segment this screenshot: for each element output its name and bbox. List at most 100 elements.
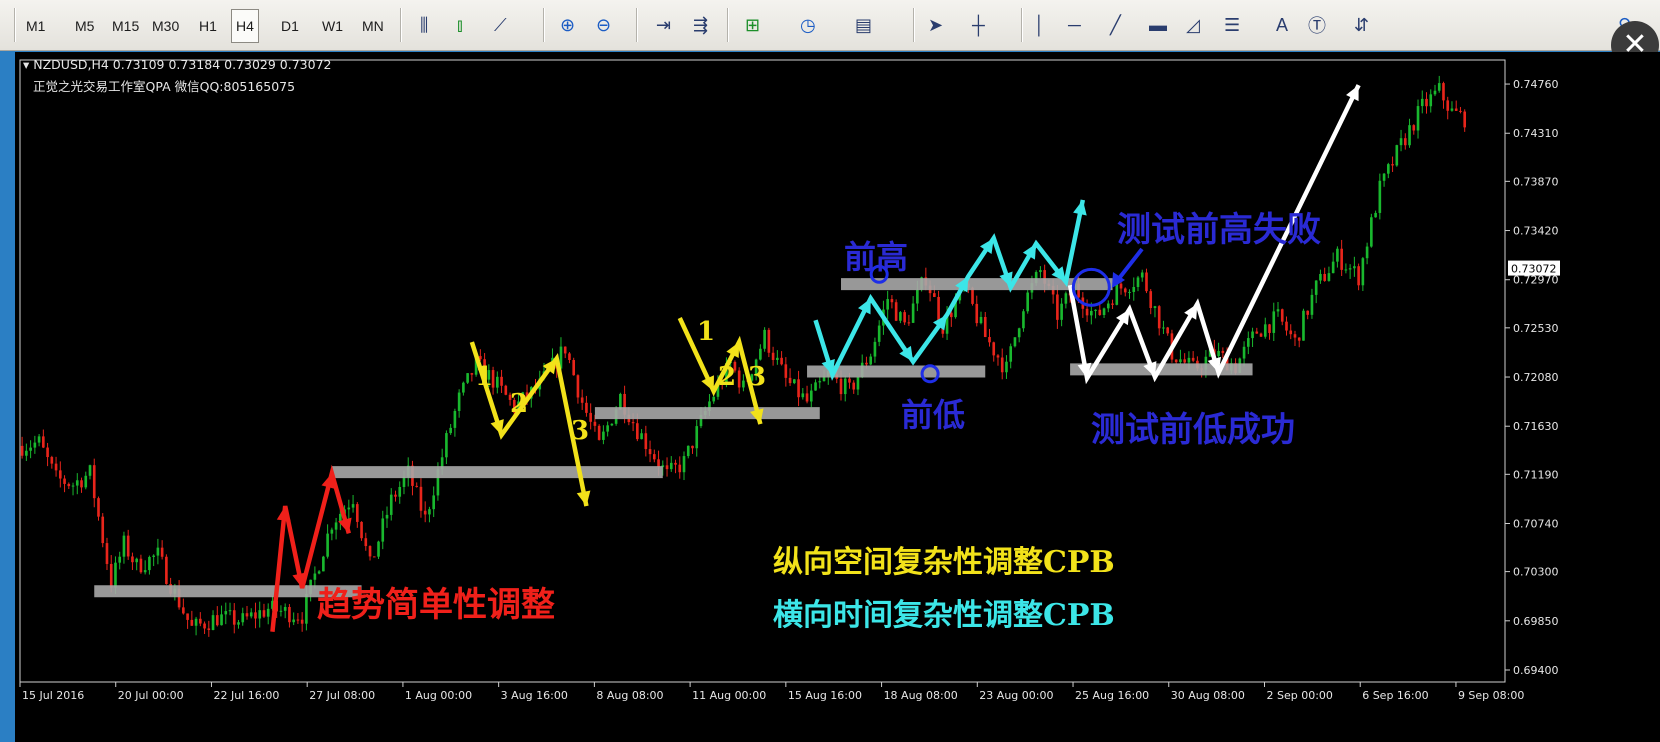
yellow-wave-arrow <box>469 341 589 507</box>
candlestick-icon[interactable]: ⫾ <box>457 14 463 35</box>
timeframe-m1-button[interactable]: M1 <box>26 18 46 34</box>
candle-body <box>691 445 694 449</box>
indicators-icon[interactable]: ⊞ <box>745 14 761 35</box>
templates-icon[interactable]: ▤ <box>855 14 873 35</box>
channel-icon[interactable]: ☰ <box>1224 14 1241 35</box>
cursor-icon[interactable]: ➤ <box>928 14 944 35</box>
candle-body <box>771 352 775 360</box>
candle-body <box>988 336 991 343</box>
candle-body <box>457 392 461 411</box>
candle-body <box>631 422 635 424</box>
candle-body <box>491 370 495 388</box>
candle-body <box>1060 303 1063 320</box>
toolbar-separator <box>543 8 545 42</box>
text-icon[interactable]: A <box>1276 14 1289 35</box>
candle-body <box>126 535 130 557</box>
crosshair-icon[interactable]: ┼ <box>972 14 985 35</box>
candle-body <box>652 454 656 460</box>
arrowhead <box>276 506 291 522</box>
toolbar-separator <box>400 8 402 42</box>
text-label-icon[interactable]: Ⓣ <box>1308 16 1326 36</box>
candle-body <box>432 495 435 510</box>
time-tick-label: 30 Aug 08:00 <box>1171 689 1245 702</box>
wave-label-2b: 2 <box>718 362 737 392</box>
price-tick-label: 0.70300 <box>1513 566 1559 579</box>
candle-body <box>763 329 766 349</box>
candle-body <box>1162 327 1165 329</box>
horizontal-line-icon[interactable]: ─ <box>1068 14 1081 35</box>
price-tick-label: 0.71190 <box>1513 468 1559 481</box>
candle-body <box>568 353 571 361</box>
candle-body <box>1204 356 1208 370</box>
candle-body <box>737 370 741 388</box>
arrows-icon[interactable]: ⇵ <box>1354 14 1370 35</box>
timeframe-m15-button[interactable]: M15 <box>112 18 140 34</box>
price-tick-label: 0.73870 <box>1513 175 1559 188</box>
candle-body <box>1064 293 1068 304</box>
time-tick-label: 2 Sep 00:00 <box>1266 689 1332 702</box>
timeframe-mn-button[interactable]: MN <box>362 18 384 34</box>
timeframe-m5-button[interactable]: M5 <box>75 18 95 34</box>
fibonacci-icon[interactable]: ◿ <box>1186 14 1200 35</box>
candle-body <box>585 402 588 413</box>
line-chart-icon[interactable]: ⟋ <box>494 14 507 35</box>
trendline-icon[interactable]: ╱ <box>1110 14 1121 35</box>
zoom-in-icon[interactable]: ⊕ <box>560 14 576 35</box>
candle-body <box>504 385 508 395</box>
candle-body <box>29 447 32 451</box>
zoom-out-icon[interactable]: ⊖ <box>596 14 612 35</box>
time-tick-label: 11 Aug 00:00 <box>692 689 766 702</box>
candle-body <box>1353 266 1356 269</box>
vertical-line-icon[interactable]: │ <box>1034 14 1046 35</box>
candle-body <box>894 302 898 321</box>
candle-body <box>1280 309 1284 322</box>
candle-body <box>1225 352 1229 371</box>
candle-body <box>445 433 448 458</box>
candle-body <box>788 377 792 384</box>
candle-body <box>436 469 440 496</box>
arrowhead <box>576 490 591 507</box>
candle-body <box>797 379 800 398</box>
candle-body <box>1085 308 1089 316</box>
chart-window[interactable]: 0.74760 0.74310 0.73870 0.73420 0.72970 0.725… <box>15 52 1660 742</box>
candle-body <box>266 608 270 617</box>
annotation-test-high-fail: 测试前高失败 <box>1117 210 1321 250</box>
autoscroll-icon[interactable]: ⇶ <box>693 14 709 35</box>
candle-body <box>330 529 334 534</box>
candle-body <box>271 600 274 609</box>
candle-body <box>177 588 181 608</box>
candle-body <box>699 415 703 427</box>
timeframe-d1-button[interactable]: D1 <box>281 18 299 34</box>
candle-body <box>1098 309 1102 315</box>
candle-body <box>165 556 168 584</box>
candle-body <box>1013 337 1017 347</box>
timeframe-h4-button[interactable]: H4 <box>231 9 259 43</box>
annotation-prev-low: 前低 <box>901 396 966 434</box>
candle-body <box>97 498 100 517</box>
candle-body <box>865 362 868 365</box>
candle-body <box>1357 266 1360 286</box>
current-price-box <box>1508 260 1560 276</box>
candle-body <box>249 612 253 617</box>
candle-body <box>245 613 249 617</box>
candle-body <box>1310 294 1314 315</box>
candle-body <box>474 356 478 375</box>
candle-body <box>71 485 75 487</box>
timeframe-w1-button[interactable]: W1 <box>322 18 343 34</box>
candle-body <box>619 393 622 410</box>
rectangle-icon[interactable]: ▬ <box>1149 14 1167 35</box>
candle-body <box>105 543 109 564</box>
timeframe-h1-button[interactable]: H1 <box>199 18 217 34</box>
timeframe-m30-button[interactable]: M30 <box>152 18 180 34</box>
candle-body <box>750 374 754 381</box>
candle-body <box>1399 138 1403 146</box>
candle-body <box>1132 287 1136 292</box>
bar-chart-icon[interactable]: ⫼ <box>420 14 429 35</box>
chart-shift-icon[interactable]: ⇥ <box>656 14 672 35</box>
candle-body <box>933 293 936 297</box>
candle-body <box>708 401 711 411</box>
candle-body <box>1412 125 1416 131</box>
price-chart[interactable]: 0.74760 0.74310 0.73870 0.73420 0.72970 0.725… <box>15 52 1660 742</box>
candle-body <box>814 382 817 391</box>
periods-icon[interactable]: ◷ <box>800 14 816 35</box>
